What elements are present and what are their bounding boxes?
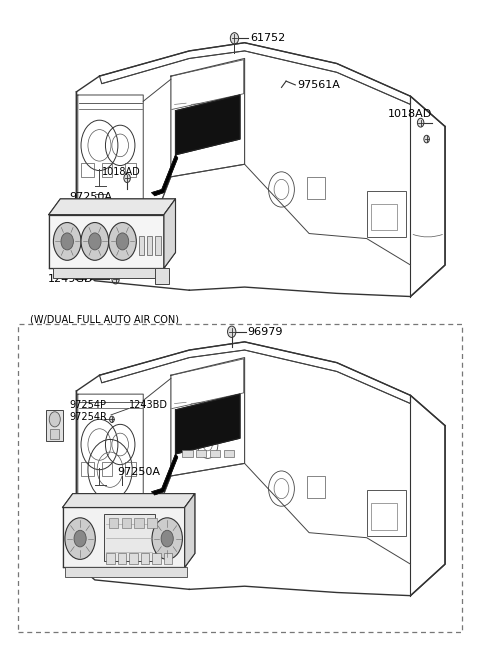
Bar <box>107 553 115 564</box>
Circle shape <box>109 416 114 422</box>
Circle shape <box>418 118 424 127</box>
Bar <box>118 553 126 564</box>
Circle shape <box>124 174 131 182</box>
Text: 1243BD: 1243BD <box>129 400 168 410</box>
Circle shape <box>424 135 430 143</box>
Bar <box>307 476 325 498</box>
Polygon shape <box>62 508 185 567</box>
Bar <box>130 553 138 564</box>
Bar <box>139 236 144 255</box>
Circle shape <box>89 233 101 250</box>
Bar <box>102 462 112 476</box>
Bar <box>224 449 234 457</box>
Bar <box>372 503 396 529</box>
Bar <box>182 449 192 457</box>
Circle shape <box>74 530 86 547</box>
Bar <box>65 567 187 577</box>
Text: 97254R: 97254R <box>70 413 108 422</box>
Text: 97254P: 97254P <box>70 400 107 410</box>
Bar <box>307 177 325 199</box>
Circle shape <box>152 518 182 560</box>
Polygon shape <box>164 199 176 268</box>
Text: 97250A: 97250A <box>70 192 112 202</box>
Circle shape <box>112 274 119 284</box>
Bar <box>125 462 136 476</box>
Bar <box>102 163 112 177</box>
Text: 1249GD: 1249GD <box>48 274 93 284</box>
Bar <box>147 518 156 527</box>
Bar <box>155 236 161 255</box>
Bar <box>81 163 94 177</box>
Circle shape <box>49 412 60 427</box>
Polygon shape <box>185 493 195 567</box>
Bar <box>153 553 161 564</box>
Bar <box>155 268 168 284</box>
Circle shape <box>230 33 239 44</box>
Polygon shape <box>152 155 178 195</box>
Bar <box>47 410 63 441</box>
Bar <box>53 268 159 277</box>
Polygon shape <box>49 199 176 215</box>
Text: 97250A: 97250A <box>117 466 160 477</box>
Polygon shape <box>62 493 195 508</box>
Bar <box>108 518 118 527</box>
Polygon shape <box>49 215 164 268</box>
Text: 97561A: 97561A <box>297 80 340 90</box>
Circle shape <box>161 530 173 547</box>
Bar <box>210 449 220 457</box>
Text: 1018AD: 1018AD <box>102 167 141 177</box>
Bar <box>104 514 155 561</box>
Circle shape <box>53 222 81 260</box>
Circle shape <box>65 518 96 560</box>
Bar <box>164 553 172 564</box>
Bar <box>141 553 149 564</box>
Polygon shape <box>176 95 240 155</box>
Bar <box>367 491 406 536</box>
Bar <box>50 430 60 440</box>
Polygon shape <box>152 454 178 495</box>
Bar <box>134 518 144 527</box>
Text: 96979: 96979 <box>247 327 283 337</box>
Circle shape <box>81 222 108 260</box>
Bar <box>125 163 136 177</box>
Text: (W/DUAL FULL AUTO AIR CON): (W/DUAL FULL AUTO AIR CON) <box>30 314 180 324</box>
Bar <box>367 192 406 237</box>
Bar <box>196 449 206 457</box>
Circle shape <box>116 233 129 250</box>
Bar <box>147 236 153 255</box>
Circle shape <box>61 233 73 250</box>
Circle shape <box>228 326 236 337</box>
Circle shape <box>108 222 136 260</box>
Bar <box>121 518 131 527</box>
Text: 61752: 61752 <box>250 33 286 43</box>
Text: 1018AD: 1018AD <box>387 109 432 119</box>
Bar <box>81 462 94 476</box>
Bar <box>372 204 396 230</box>
Polygon shape <box>176 394 240 454</box>
